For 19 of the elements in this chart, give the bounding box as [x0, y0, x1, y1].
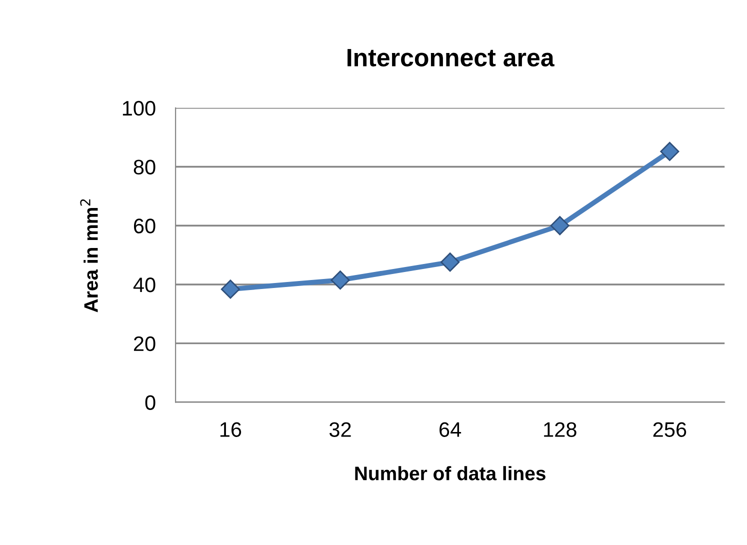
y-tick-label: 60	[134, 218, 156, 234]
y-tick-label: 80	[134, 160, 156, 175]
y-tick-label: 20	[134, 336, 156, 352]
y-tick-label: 40	[133, 277, 156, 292]
x-tick-label: 32	[329, 422, 351, 437]
point	[550, 216, 570, 236]
y-tick-label: 0	[145, 395, 156, 410]
x-tick-label: 64	[440, 422, 462, 437]
chart-title: Interconnect area	[348, 49, 554, 66]
point	[440, 252, 460, 272]
x-axis-title: Number of data lines	[355, 466, 546, 480]
x-tick-label: 16	[220, 422, 242, 437]
x-tick-label: 256	[653, 422, 686, 437]
point	[660, 142, 680, 161]
point	[220, 280, 240, 299]
y-axis-title: Area in mm$^{2}$	[80, 199, 98, 312]
point	[330, 270, 350, 290]
x-tick-label: 128	[544, 422, 576, 437]
y-tick-label: 100	[122, 100, 156, 116]
